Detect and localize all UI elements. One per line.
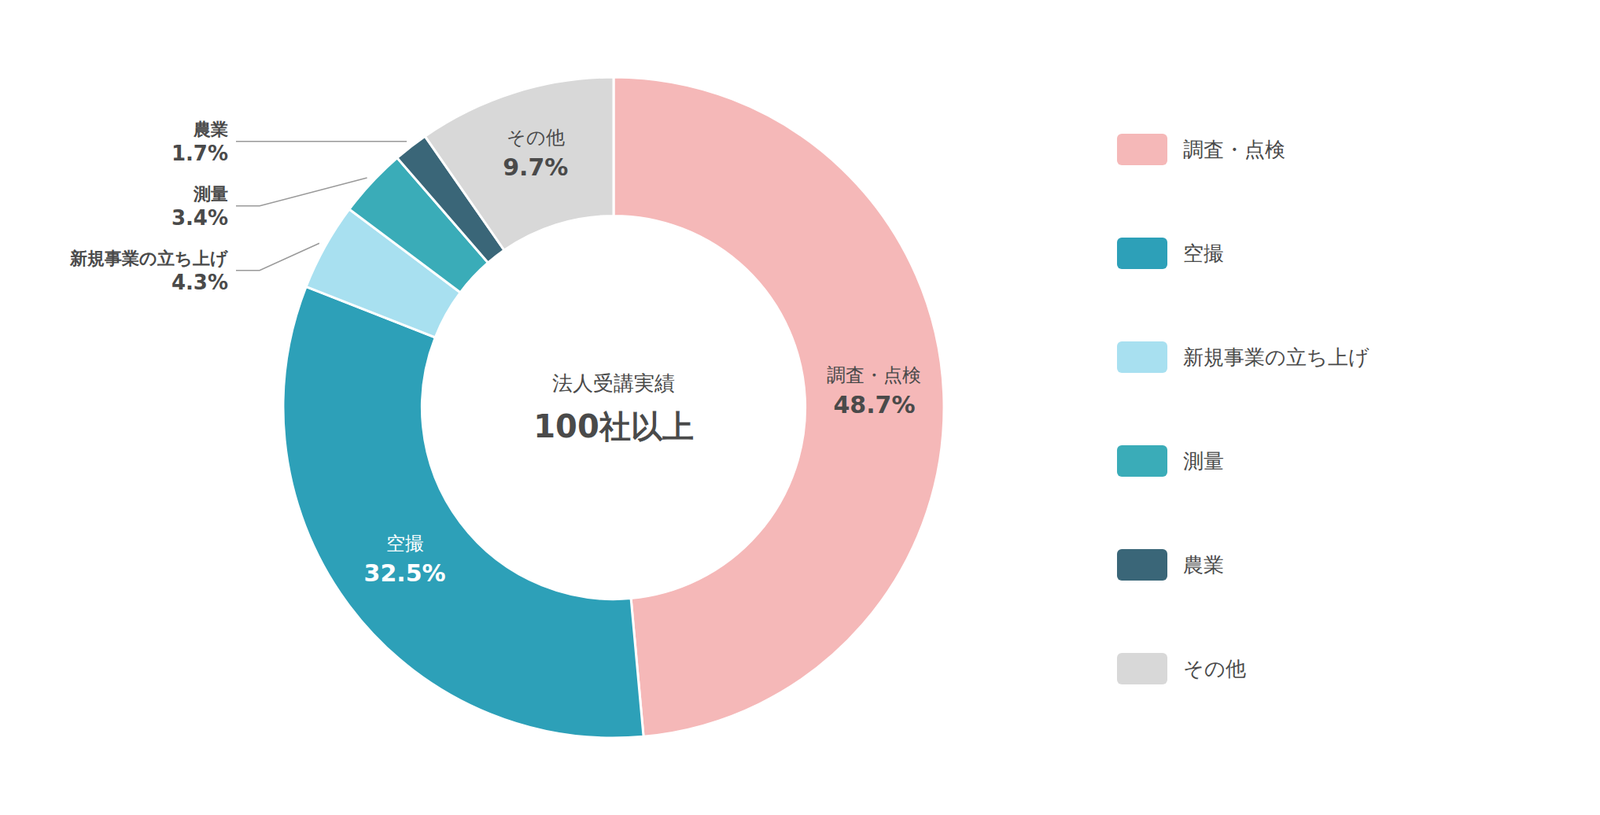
slice-label: 測量 <box>192 184 229 204</box>
annotation: 100社以上 <box>533 408 694 445</box>
slice-label: 新規事業の立ち上げ <box>69 248 229 269</box>
slice-value: 4.3% <box>171 270 229 295</box>
chart-container: 調査・点検48.7%空撮32.5%その他9.7%農業1.7%測量3.4%新規事業… <box>0 0 1600 815</box>
slice-value: 32.5% <box>364 559 447 587</box>
slice-label: 農業 <box>192 119 229 140</box>
slice-value: 48.7% <box>833 390 915 419</box>
legend-swatch <box>1117 341 1168 373</box>
slice <box>424 77 614 251</box>
legend-swatch <box>1117 445 1168 477</box>
slice-label: その他 <box>506 126 565 149</box>
center-text: 法人受講実績 100社以上 <box>533 371 694 445</box>
slice-value: 1.7% <box>171 141 229 166</box>
leader-line <box>235 243 320 271</box>
legend-entry: 調査・点検 <box>1183 137 1286 162</box>
leader-line <box>235 140 407 143</box>
slice <box>283 286 644 738</box>
legend-swatch <box>1117 133 1168 166</box>
legend-swatch <box>1117 237 1168 270</box>
leader-lines <box>235 141 407 271</box>
legend-entry: 新規事業の立ち上げ <box>1183 345 1370 369</box>
slice-value: 9.7% <box>502 153 568 181</box>
slices <box>283 77 944 738</box>
legend-swatch <box>1117 549 1168 581</box>
legend-entry: 測量 <box>1183 449 1224 473</box>
chart-svg: 調査・点検48.7%空撮32.5%その他9.7%農業1.7%測量3.4%新規事業… <box>0 0 1600 815</box>
legend-entry: 空撮 <box>1183 241 1224 266</box>
legend-entry: その他 <box>1183 656 1247 681</box>
page: {"chart_data": {"type": "donut", "catego… <box>0 0 1600 815</box>
annotation: 法人受講実績 <box>552 371 675 395</box>
legend-swatch <box>1117 652 1168 685</box>
leader-line <box>235 177 368 207</box>
slice-value: 3.4% <box>171 206 229 230</box>
background <box>0 0 1600 815</box>
legend-entry: 農業 <box>1183 552 1224 577</box>
slice-label: 空撮 <box>386 532 424 555</box>
slice-labels: 調査・点検 48.7% 空撮 32.5% その他 9.7% 農業1.7% 測量3.4% 新規事業… <box>69 119 922 587</box>
slice <box>613 77 944 737</box>
slice-label: 調査・点検 <box>826 364 922 387</box>
legend: 調査・点検空撮新規事業の立ち上げ測量農業その他 <box>1117 133 1370 685</box>
